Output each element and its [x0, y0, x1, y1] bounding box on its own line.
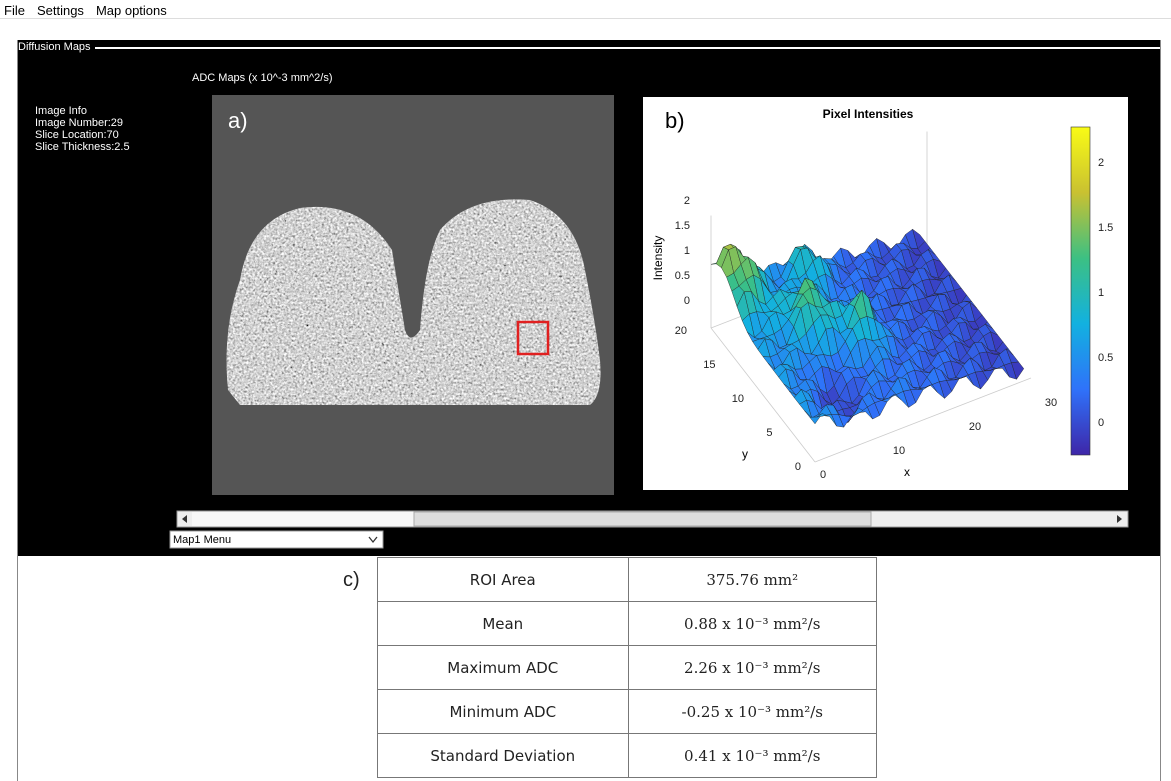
value-cell: 2.26 x 10⁻³ mm²/s [628, 646, 876, 690]
table-row: Minimum ADC-0.25 x 10⁻³ mm²/s [378, 690, 877, 734]
tick-label: 0 [1098, 417, 1104, 429]
tick-label: 10 [893, 445, 905, 457]
tick-label: 0 [684, 295, 690, 307]
label-cell: Minimum ADC [378, 690, 629, 734]
tick-label: 0 [795, 461, 801, 473]
tick-label: 2 [684, 195, 690, 207]
y-axis-label: y [742, 447, 748, 461]
tick-label: 10 [732, 393, 744, 405]
tick-label: 1 [684, 245, 690, 257]
page: FileSettingsMap options Diffusion Maps I… [0, 0, 1171, 781]
panel-label: c) [343, 569, 360, 591]
value-cell: -0.25 x 10⁻³ mm²/s [628, 690, 876, 734]
tick-label: 30 [1045, 397, 1057, 409]
tick-label: 20 [969, 421, 981, 433]
plot-title: Pixel Intensities [823, 107, 914, 121]
label-cell: Maximum ADC [378, 646, 629, 690]
colorbar [1071, 127, 1090, 455]
tick-label: 1 [1098, 287, 1104, 299]
tick-label: 15 [703, 359, 715, 371]
tick-label: 5 [766, 427, 772, 439]
z-axis-label: Intensity [651, 236, 665, 281]
label-cell: Mean [378, 602, 629, 646]
x-axis-label: x [904, 465, 910, 479]
tick-label: 1.5 [675, 220, 690, 232]
dropdown-text: Map1 Menu [173, 534, 231, 546]
tick-label: 0 [820, 469, 826, 481]
tick-label: 2 [1098, 157, 1104, 169]
tick-label: 20 [675, 325, 687, 337]
tick-label: 0.5 [675, 270, 690, 282]
scroll-track [192, 512, 414, 526]
tick-label: 0.5 [1098, 352, 1113, 364]
value-cell: 0.41 x 10⁻³ mm²/s [628, 734, 876, 778]
value-cell: 0.88 x 10⁻³ mm²/s [628, 602, 876, 646]
panel-label: a) [228, 108, 248, 133]
value-cell: 375.76 mm² [628, 558, 876, 602]
scroll-thumb[interactable] [414, 512, 871, 526]
tick-label: 1.5 [1098, 222, 1113, 234]
label-cell: Standard Deviation [378, 734, 629, 778]
panel-label: b) [665, 108, 685, 133]
label-cell: ROI Area [378, 558, 629, 602]
